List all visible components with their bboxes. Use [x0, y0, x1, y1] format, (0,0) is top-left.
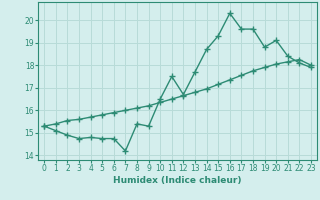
- X-axis label: Humidex (Indice chaleur): Humidex (Indice chaleur): [113, 176, 242, 185]
